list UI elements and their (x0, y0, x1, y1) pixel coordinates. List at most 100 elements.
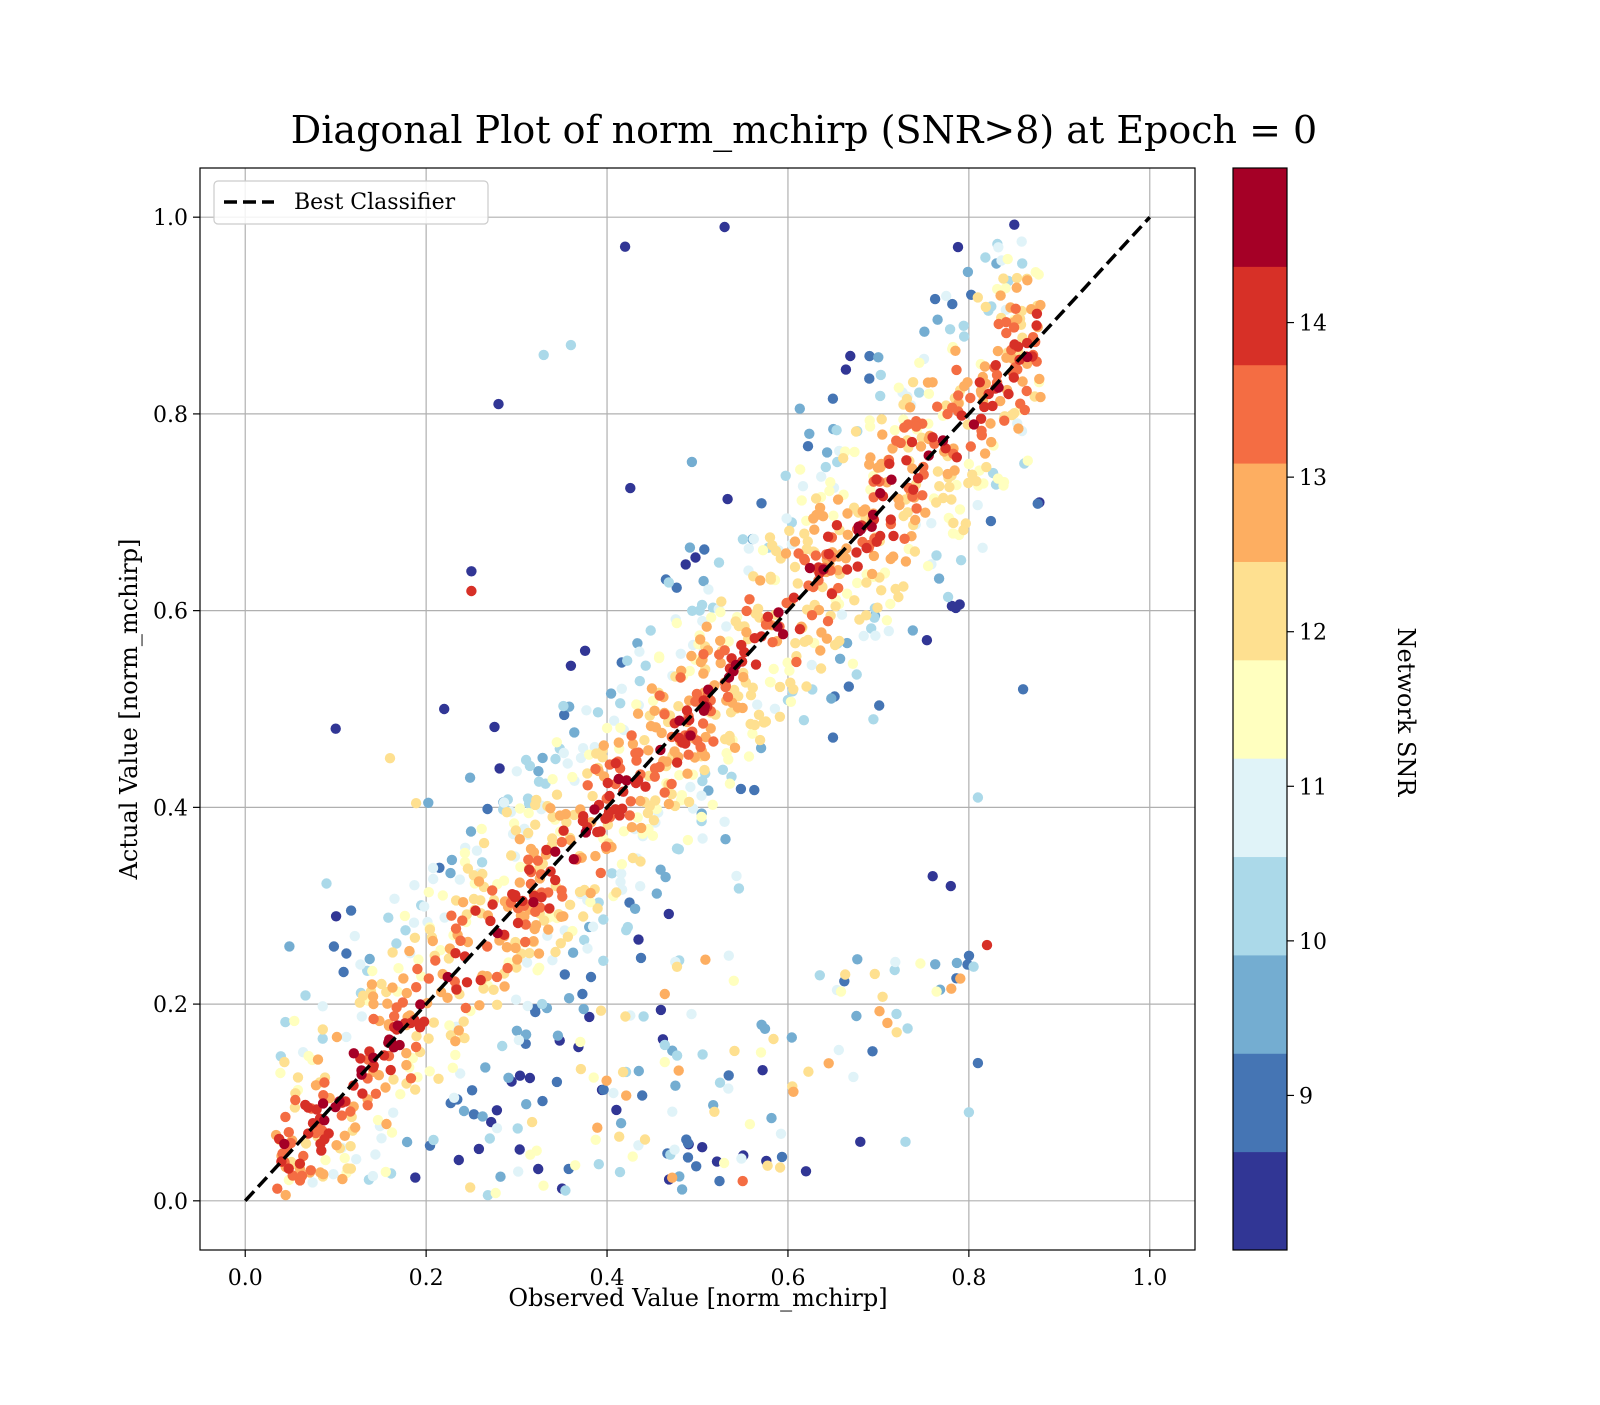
scatter-point (411, 1031, 422, 1042)
scatter-point (833, 1044, 844, 1056)
scatter-point (671, 1050, 683, 1061)
scatter-point (932, 401, 943, 412)
scatter-point (624, 810, 635, 821)
scatter-point (461, 977, 473, 988)
scatter-point (673, 701, 684, 712)
scatter-point (474, 1000, 485, 1011)
scatter-point (510, 890, 521, 901)
scatter-point (861, 542, 872, 554)
scatter-point (376, 978, 387, 990)
scatter-point (321, 878, 332, 889)
scatter-point (814, 970, 825, 981)
scatter-point (680, 738, 691, 749)
scatter-point (514, 834, 525, 845)
scatter-point (760, 619, 772, 630)
scatter-point (794, 624, 806, 635)
scatter-point (532, 855, 544, 866)
scatter-point (629, 903, 641, 914)
scatter-point (967, 469, 978, 480)
scatter-point (320, 1154, 331, 1166)
scatter-point (800, 1166, 812, 1177)
scatter-point (741, 605, 752, 617)
y-tick-label: 0.8 (153, 403, 188, 428)
scatter-point (303, 1050, 314, 1062)
scatter-point (393, 963, 404, 974)
scatter-point (835, 986, 847, 997)
scatter-point (782, 657, 793, 668)
scatter-point (659, 787, 670, 798)
scatter-point (882, 1017, 893, 1029)
x-tick-label: 0.0 (228, 1266, 263, 1291)
scatter-point (716, 596, 727, 607)
scatter-point (917, 490, 928, 501)
scatter-point (768, 1033, 779, 1045)
scatter-point (697, 775, 708, 787)
scatter-point (663, 798, 675, 810)
scatter-point (445, 867, 456, 879)
scatter-point (785, 696, 797, 707)
scatter-point (491, 999, 503, 1010)
scatter-point (784, 665, 795, 676)
scatter-point (550, 874, 561, 886)
scatter-point (634, 675, 645, 687)
scatter-point (595, 826, 606, 837)
scatter-point (895, 437, 906, 449)
scatter-point (424, 1066, 435, 1077)
scatter-point (774, 681, 786, 693)
scatter-point (866, 568, 878, 580)
scatter-point (655, 864, 666, 875)
scatter-point (342, 1163, 353, 1174)
scatter-point (999, 415, 1010, 426)
scatter-point (685, 730, 696, 741)
scatter-point (832, 494, 844, 505)
scatter-point (345, 1106, 356, 1117)
scatter-point (949, 465, 960, 476)
scatter-point (317, 1001, 328, 1012)
colorbar-tick-label: 14 (1299, 312, 1327, 337)
scatter-point (868, 714, 879, 725)
scatter-point (696, 790, 707, 801)
scatter-point (423, 973, 434, 984)
scatter-point (514, 1144, 525, 1155)
scatter-point (490, 1187, 501, 1199)
scatter-point (632, 638, 643, 649)
scatter-point (450, 948, 461, 959)
scatter-point (1031, 320, 1042, 331)
scatter-point (757, 1065, 768, 1076)
scatter-point (881, 615, 893, 626)
scatter-point (975, 413, 987, 424)
legend: Best Classifier (213, 180, 489, 225)
scatter-point (703, 584, 714, 595)
scatter-point (922, 560, 934, 572)
scatter-point (785, 677, 796, 688)
scatter-point (591, 748, 602, 759)
scatter-point (838, 453, 849, 464)
scatter-point (336, 1110, 347, 1121)
colorbar-segment (1233, 1053, 1287, 1153)
scatter-point (822, 531, 834, 542)
scatter-point (789, 561, 801, 573)
x-tick-label: 0.2 (409, 1266, 444, 1291)
scatter-point (722, 691, 734, 703)
scatter-point (877, 991, 888, 1002)
scatter-point (631, 755, 642, 766)
scatter-point (754, 734, 766, 746)
scatter-point (551, 737, 562, 748)
scatter-point (602, 777, 613, 789)
scatter-point (980, 301, 991, 313)
scatter-point (595, 1005, 607, 1016)
scatter-point (776, 1151, 788, 1163)
scatter-point (459, 847, 471, 859)
scatter-point (875, 390, 886, 402)
scatter-point (1016, 236, 1027, 247)
scatter-point (845, 350, 856, 362)
scatter-point (647, 830, 659, 841)
scatter-point (719, 221, 730, 233)
scatter-point (615, 698, 626, 709)
scatter-point (331, 1031, 343, 1043)
scatter-point (510, 942, 521, 954)
scatter-point (826, 588, 838, 600)
scatter-point (735, 783, 747, 795)
scatter-point (582, 943, 593, 954)
scatter-point (649, 763, 661, 774)
